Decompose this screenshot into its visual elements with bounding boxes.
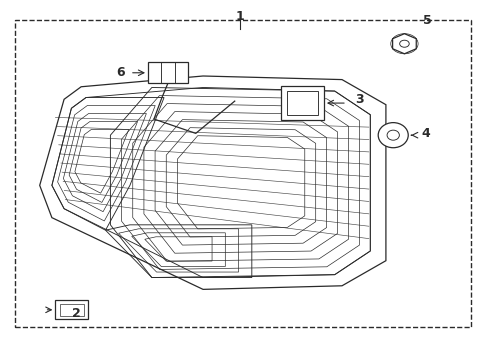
Bar <box>281 86 324 120</box>
Bar <box>287 91 317 115</box>
Bar <box>15 21 470 327</box>
Text: 2: 2 <box>72 307 81 320</box>
Ellipse shape <box>377 123 407 148</box>
Ellipse shape <box>386 130 399 140</box>
Bar <box>55 301 88 319</box>
Text: 3: 3 <box>354 93 363 106</box>
Text: 1: 1 <box>235 10 244 23</box>
Ellipse shape <box>390 34 417 54</box>
Text: 5: 5 <box>422 14 431 27</box>
Text: 4: 4 <box>421 127 429 140</box>
Text: 6: 6 <box>116 66 124 79</box>
Bar <box>60 304 84 316</box>
Ellipse shape <box>399 40 408 47</box>
Bar <box>148 62 187 83</box>
